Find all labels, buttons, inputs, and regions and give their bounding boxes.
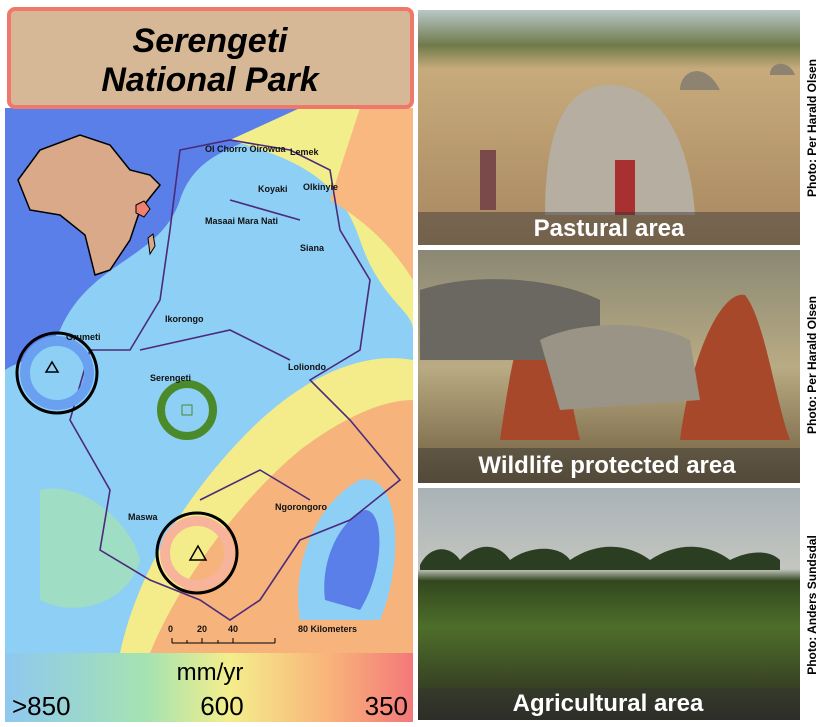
- photo-credit: Photo: Anders Sundsdal: [805, 535, 819, 675]
- scale-label: 80 Kilometers: [298, 624, 357, 634]
- legend-label: 600: [200, 691, 243, 721]
- map-label: Ol Chorro Oirowua: [205, 144, 286, 154]
- map-label: Ngorongoro: [275, 502, 327, 512]
- map-label: Koyaki: [258, 184, 288, 194]
- photo-caption: Wildlife protected area: [478, 452, 736, 479]
- scale-label: 0: [168, 624, 173, 634]
- title: National Park: [101, 61, 320, 99]
- map-label: Maswa: [128, 512, 159, 522]
- photo-credit: Photo: Per Harald Olsen: [805, 59, 819, 197]
- scale-label: 40: [228, 624, 238, 634]
- title-box: [7, 7, 414, 109]
- legend-label: 350: [365, 691, 408, 721]
- map-label: Serengeti: [150, 373, 191, 383]
- legend-label: >850: [12, 691, 71, 721]
- photo-caption: Pastural area: [534, 215, 685, 242]
- map-label: Olkinyie: [303, 182, 338, 192]
- photo: [418, 488, 800, 720]
- map-label: Lemek: [290, 147, 320, 157]
- photo-caption: Agricultural area: [513, 690, 704, 717]
- title: Serengeti: [133, 22, 289, 60]
- map-label: Ikorongo: [165, 314, 204, 324]
- legend-unit: mm/yr: [177, 659, 244, 686]
- scale-label: 20: [197, 624, 207, 634]
- map-label: Grumeti: [66, 332, 101, 342]
- map: Ol Chorro Oirowua Lemek Koyaki Olkinyie …: [5, 108, 413, 653]
- legend-bar: [5, 653, 413, 722]
- photo-credit: Photo: Per Harald Olsen: [805, 296, 819, 434]
- map-label: Masaai Mara Nati: [205, 216, 278, 226]
- map-label: Loliondo: [288, 362, 326, 372]
- map-label: Siana: [300, 243, 325, 253]
